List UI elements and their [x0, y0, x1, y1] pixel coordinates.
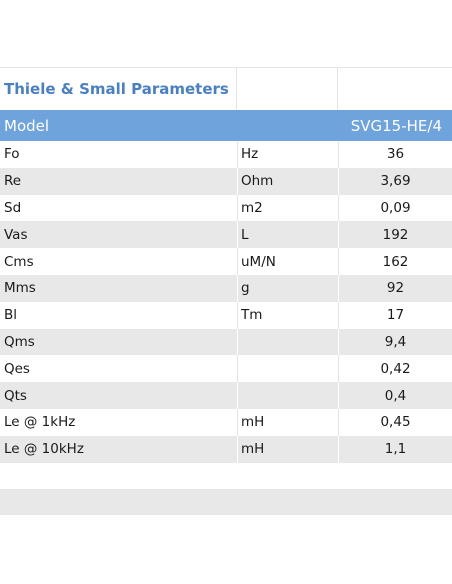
param-unit	[237, 328, 338, 356]
table-row: Qts 0,4	[0, 382, 452, 409]
param-unit: L	[237, 221, 338, 249]
header-row: Model SVG15-HE/4	[0, 110, 452, 141]
param-name: Bl	[4, 307, 18, 324]
param-unit: g	[237, 274, 338, 302]
param-value: 162	[338, 248, 452, 275]
param-value: 0,4	[338, 382, 452, 409]
param-name: Qes	[4, 360, 30, 377]
empty-row	[0, 488, 452, 515]
header-label: Model	[4, 116, 50, 135]
table-row: Qms 9,4	[0, 328, 452, 356]
param-value: 0,42	[338, 355, 452, 383]
param-unit	[237, 382, 338, 409]
table-row: Re Ohm 3,69	[0, 167, 452, 195]
param-unit	[237, 355, 338, 383]
param-value: 17	[338, 301, 452, 329]
param-name: Qts	[4, 387, 27, 404]
table-row: Fo Hz 36	[0, 141, 452, 168]
title-empty-cell	[237, 68, 338, 110]
param-name: Le @ 10kHz	[4, 441, 84, 458]
title-row: Thiele & Small Parameters	[0, 67, 452, 110]
param-value: 9,4	[338, 328, 452, 356]
table-title: Thiele & Small Parameters	[0, 68, 237, 110]
title-empty-cell	[338, 68, 452, 110]
param-unit: mH	[237, 435, 338, 463]
param-unit: Tm	[237, 301, 338, 329]
ts-parameters-table: Thiele & Small Parameters Model SVG15-HE…	[0, 67, 452, 515]
param-value: 1,1	[338, 435, 452, 463]
param-name: Mms	[4, 280, 36, 297]
table-row: Le @ 10kHz mH 1,1	[0, 435, 452, 463]
param-unit: Hz	[237, 141, 338, 168]
param-value: 0,45	[338, 408, 452, 436]
param-value: 36	[338, 141, 452, 168]
header-unit	[237, 110, 338, 141]
table-row: Vas L 192	[0, 221, 452, 249]
empty-row	[0, 462, 452, 489]
param-value: 0,09	[338, 194, 452, 222]
header-model-value: SVG15-HE/4	[350, 116, 442, 135]
param-value: 3,69	[338, 167, 452, 195]
param-name: Vas	[4, 226, 28, 243]
param-unit: uM/N	[237, 248, 338, 275]
param-name: Sd	[4, 199, 22, 216]
param-name: Le @ 1kHz	[4, 414, 76, 431]
param-name: Re	[4, 173, 22, 190]
table-row: Cms uM/N 162	[0, 248, 452, 275]
table-row: Le @ 1kHz mH 0,45	[0, 408, 452, 436]
param-unit: Ohm	[237, 167, 338, 195]
param-unit: m2	[237, 194, 338, 222]
table-row: Bl Tm 17	[0, 301, 452, 329]
param-unit: mH	[237, 408, 338, 436]
param-value: 92	[338, 274, 452, 302]
table-row: Sd m2 0,09	[0, 194, 452, 222]
table-row: Mms g 92	[0, 274, 452, 302]
param-name: Cms	[4, 253, 34, 270]
table-row: Qes 0,42	[0, 355, 452, 383]
param-name: Qms	[4, 333, 35, 350]
param-value: 192	[338, 221, 452, 249]
param-name: Fo	[4, 146, 20, 163]
